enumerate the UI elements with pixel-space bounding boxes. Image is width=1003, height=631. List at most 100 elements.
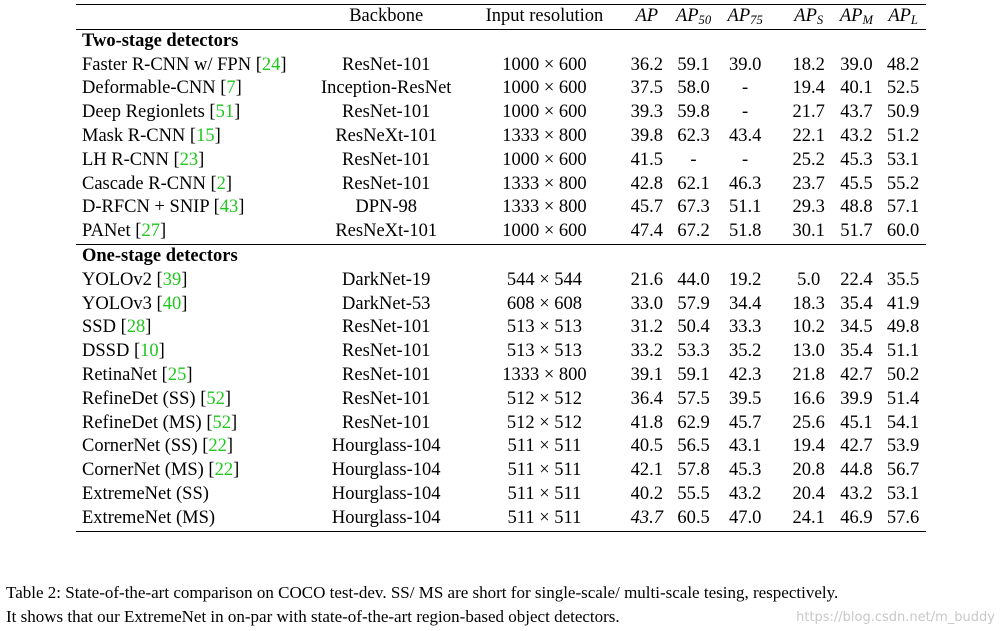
method-name: Deep Regionlets [82,102,205,123]
ap50-cell: 56.5 [677,436,710,457]
method-cell: CornerNet (MS) [22] [82,460,240,481]
table-body: Two-stage detectors Faster R-CNN w/ FPN [… [76,28,926,532]
section-header-row: Two-stage detectors [76,28,926,54]
aps-cell: 13.0 [792,341,825,362]
apl-cell: 57.1 [886,197,920,218]
citation-link[interactable]: 22 [208,436,227,457]
citation-link[interactable]: 24 [261,54,281,75]
apm-cell: 42.7 [840,364,873,385]
apl-cell: 48.2 [886,54,920,75]
aps-cell: 10.2 [792,317,825,338]
method-name: ExtremeNet (SS) [82,483,209,504]
table-row: D-RFCN + SNIP [43] DPN-98 1333 × 800 45.7 67… [76,196,926,220]
method-cell: ExtremeNet (SS) [76,483,308,507]
method-cell: LH R-CNN [23] [82,149,205,170]
ap50-cell: 58.0 [677,78,710,99]
ap75-cell: - [742,78,749,99]
results-table: Backbone Input resolution AP AP50 AP75 A… [76,4,926,532]
table-row: SSD [28] ResNet-101 513 × 513 31.2 50.4 33.3 1… [76,316,926,340]
citation-link[interactable]: 27 [141,221,160,242]
resolution-cell: 512 × 512 [506,412,583,433]
citation-link[interactable]: 28 [126,317,146,338]
aps-cell: 19.4 [792,436,825,457]
method-name: SSD [82,317,116,338]
resolution-cell: 1333 × 800 [502,125,587,146]
resolution-cell: 1333 × 800 [502,364,587,385]
method-name: Cascade R-CNN [82,173,206,194]
table-row: RetinaNet [25] ResNet-101 1333 × 800 39.1 59… [76,364,926,388]
ap-cell: 39.8 [630,125,663,146]
resolution-cell: 511 × 511 [507,460,582,481]
citation-link[interactable]: 51 [215,102,235,123]
apl-cell: 51.1 [886,341,920,362]
ap50-cell: - [690,149,697,170]
ap75-cell: 34.4 [728,293,762,314]
ap50-cell: 67.3 [677,197,710,218]
citation-link[interactable]: 7 [226,78,236,99]
method-name: ExtremeNet (MS) [82,507,216,528]
citation-link[interactable]: 15 [196,125,215,146]
method-name: Mask R-CNN [82,125,186,146]
ap75-cell: 43.2 [728,483,762,504]
method-cell: Deformable-CNN [7] [82,78,242,99]
citation-link[interactable]: 25 [167,364,187,385]
apl-cell: 49.8 [886,317,920,338]
citation-link[interactable]: 52 [212,412,232,433]
aps-cell: 19.4 [792,78,825,99]
ap50-cell: 55.5 [677,483,710,504]
citation-link[interactable]: 40 [162,293,182,314]
backbone-cell: DPN-98 [355,197,418,218]
table-row: YOLOv3 [40] DarkNet-53 608 × 608 33.0 57.9 34… [76,293,926,317]
apl-cell: 53.1 [886,483,920,504]
citation-link[interactable]: 39 [162,269,182,290]
citation-link[interactable]: 43 [219,197,239,218]
aps-cell: 25.6 [792,412,825,433]
backbone-cell: DarkNet-53 [342,293,431,314]
method-cell: SSD [28] [82,317,152,338]
aps-cell: 16.6 [792,388,825,409]
method-name: Faster R-CNN w/ FPN [82,54,252,75]
backbone-cell: ResNet-101 [342,173,431,194]
backbone-cell: ResNeXt-101 [307,220,465,245]
ap-cell: 21.6 [630,269,663,290]
method-name: RefineDet (SS) [82,388,196,409]
method-name: RetinaNet [82,364,158,385]
apl-cell: 57.6 [880,506,926,532]
apm-cell: 35.4 [840,341,873,362]
ap50-cell: 57.8 [677,460,710,481]
apl-cell: 51.4 [886,388,920,409]
resolution-cell: 1000 × 600 [502,102,587,123]
citation-link[interactable]: 2 [216,173,226,194]
method-name: Deformable-CNN [82,78,216,99]
backbone-cell: ResNeXt-101 [335,125,438,146]
citation-link[interactable]: 22 [214,460,234,481]
ap75-cell: 47.0 [717,506,785,532]
ap-cell: 41.8 [630,412,663,433]
table-header-row: Backbone Input resolution AP AP50 AP75 A… [76,4,926,30]
apm-cell: 44.8 [840,460,873,481]
ap75-cell: 39.5 [728,388,762,409]
resolution-cell: 1333 × 800 [502,197,587,218]
ap-cell: 42.8 [630,173,663,194]
method-name: CornerNet (MS) [82,460,204,481]
section-title: One-stage detectors [76,243,926,269]
citation-link[interactable]: 23 [179,149,199,170]
apl-cell: 50.2 [886,364,920,385]
backbone-cell: ResNet-101 [342,364,431,385]
header-ap75: AP75 [717,4,785,30]
method-cell: YOLOv2 [39] [82,269,188,290]
ap50-cell: 62.3 [677,125,710,146]
resolution-cell: 608 × 608 [506,293,583,314]
method-cell: ExtremeNet (MS) [76,506,308,532]
apl-cell: 54.1 [886,412,920,433]
resolution-cell: 1000 × 600 [502,149,587,170]
citation-link[interactable]: 52 [206,388,225,409]
backbone-cell: Hourglass-104 [331,436,441,457]
resolution-cell: 511 × 511 [464,506,624,532]
citation-link[interactable]: 10 [140,341,159,362]
ap-cell: 47.4 [623,220,670,245]
ap50-cell: 57.9 [677,293,710,314]
apm-cell: 45.1 [840,412,873,433]
watermark-text: https://blog.csdn.net/m_buddy [796,610,995,625]
ap-cell: 36.4 [630,388,663,409]
